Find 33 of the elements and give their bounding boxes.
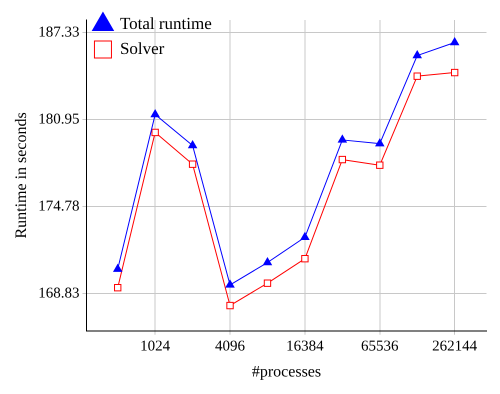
point [376, 162, 384, 169]
y-tick-label: 168.83 [38, 285, 80, 302]
point [338, 156, 346, 164]
point [150, 109, 160, 118]
legend-label: Total runtime [120, 14, 212, 33]
point [414, 72, 421, 80]
point [151, 128, 159, 136]
point [113, 264, 122, 272]
point [450, 37, 460, 46]
y-tick-label: 187.33 [38, 24, 80, 40]
point [264, 279, 272, 287]
point [450, 68, 458, 76]
x-tick-label: 262144 [432, 338, 478, 355]
x-tick-label: 16384 [286, 338, 324, 355]
point [263, 258, 272, 266]
x-tick-label: 1024 [140, 338, 171, 355]
point [412, 50, 422, 58]
y-tick-label: 174.78 [38, 198, 80, 214]
point [226, 302, 234, 310]
y-axis-title: Runtime in seconds [12, 112, 30, 239]
x-tick-label: 4096 [215, 338, 246, 355]
point [300, 232, 310, 240]
point [188, 160, 196, 168]
point [114, 284, 122, 292]
point [226, 280, 234, 288]
point [338, 134, 347, 143]
x-tick-label: 65536 [361, 338, 400, 355]
y-tick-label: 180.95 [38, 111, 80, 128]
point [375, 138, 384, 146]
point [188, 140, 197, 148]
point [301, 255, 309, 262]
legend-label: Solver [120, 38, 165, 58]
x-axis-title: #processes [252, 364, 322, 381]
